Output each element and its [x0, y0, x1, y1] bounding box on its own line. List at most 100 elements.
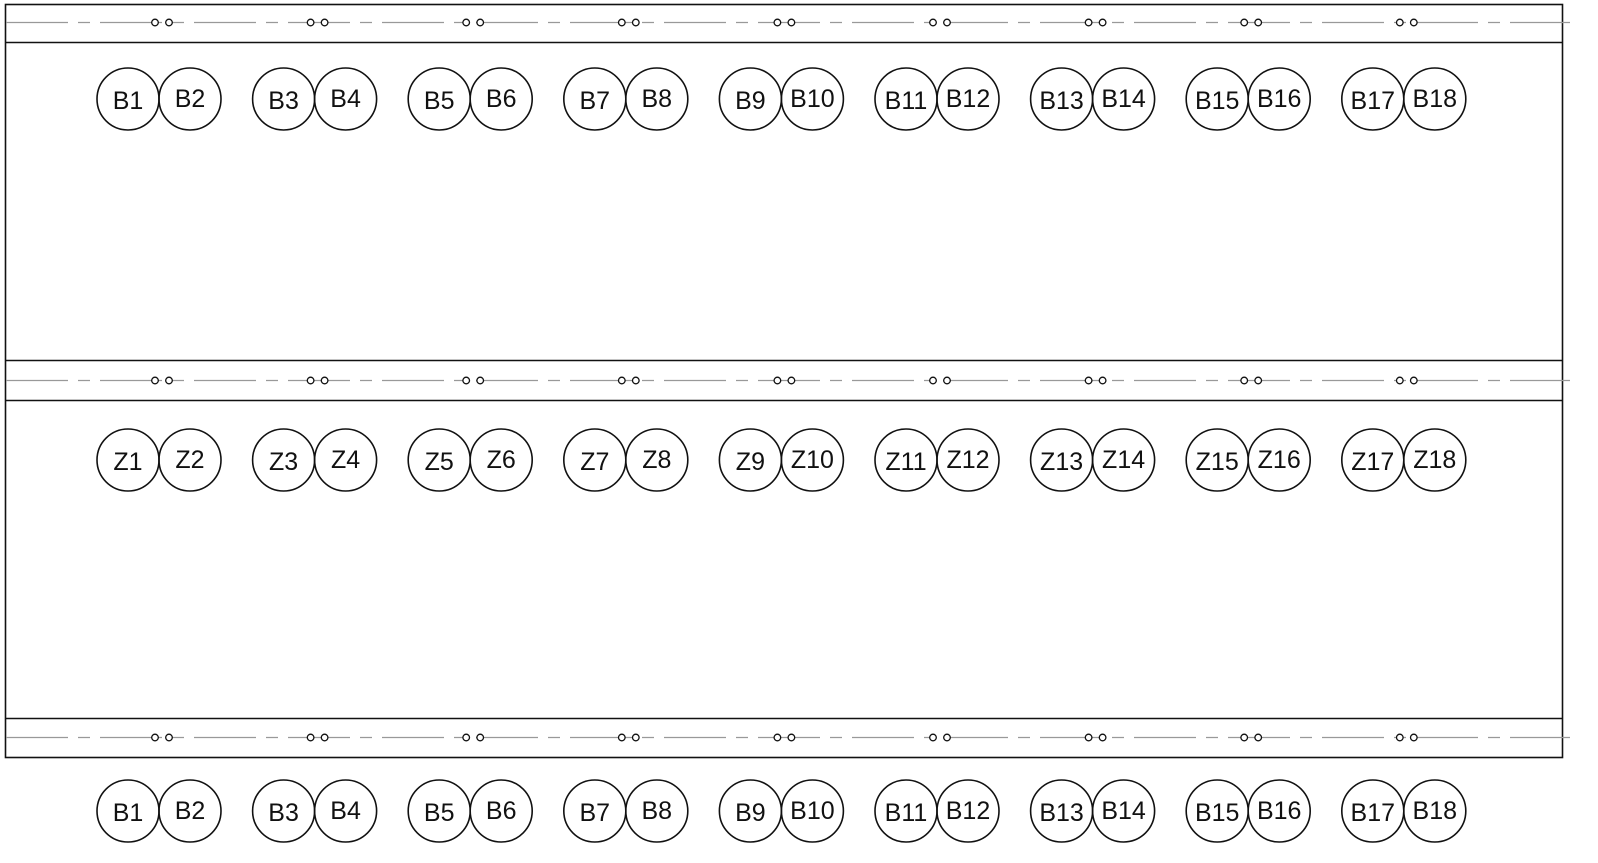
circle-label: B15: [1195, 799, 1239, 827]
circle-label: B8: [642, 85, 673, 113]
hole-marker: [1240, 18, 1249, 27]
circle-label: B3: [268, 799, 299, 827]
circle-label: B17: [1351, 87, 1395, 115]
circle-label: B6: [486, 797, 517, 825]
hole-marker: [1409, 376, 1418, 385]
circle-label: B1: [113, 87, 144, 115]
circle-label: B10: [790, 85, 834, 113]
circle-label: B2: [175, 797, 206, 825]
circle-label: B13: [1039, 87, 1083, 115]
hole-marker: [165, 18, 173, 27]
hole-marker: [1098, 376, 1107, 385]
hole-marker: [929, 376, 937, 385]
hole-marker: [631, 733, 640, 742]
hole-marker: [1254, 733, 1263, 742]
circle-label: Z13: [1040, 448, 1083, 476]
hole-marker: [165, 733, 173, 742]
circle-label: B6: [486, 85, 517, 113]
circle-label: Z4: [331, 446, 360, 474]
hole-marker: [1409, 18, 1418, 27]
circle-label: B5: [424, 87, 455, 115]
circle-label: B14: [1101, 797, 1146, 825]
hole-marker: [151, 18, 159, 27]
circle-label: B9: [735, 87, 766, 115]
circle-label: B10: [790, 797, 834, 825]
hole-marker: [462, 733, 471, 742]
circle-label: B3: [268, 87, 299, 115]
hole-marker: [929, 733, 937, 742]
label-circle: [469, 779, 534, 843]
circle-label: Z3: [269, 448, 298, 476]
circle-label: B11: [885, 87, 928, 115]
label-circle: [469, 67, 534, 131]
circle-label: B4: [330, 797, 361, 825]
hole-marker: [943, 376, 951, 385]
label-circle: [469, 428, 534, 492]
label-circle: [158, 779, 222, 843]
hole-marker: [151, 376, 159, 385]
label-circle: [1091, 779, 1156, 843]
hole-marker: [1395, 376, 1404, 385]
circle-label: Z1: [113, 448, 142, 476]
hole-marker: [617, 733, 626, 742]
label-circle: [780, 428, 845, 492]
hole-marker: [476, 18, 485, 27]
hole-marker: [462, 376, 471, 385]
label-circle: [936, 779, 1000, 843]
label-circle: [1403, 779, 1467, 843]
circle-label: B11: [885, 799, 928, 827]
circle-label: Z9: [736, 448, 765, 476]
circle-label: Z15: [1196, 448, 1239, 476]
label-circle: [624, 779, 689, 843]
hole-marker: [151, 733, 159, 742]
circle-label: B1: [113, 799, 144, 827]
label-circle: [1403, 67, 1467, 131]
label-circle: [780, 779, 845, 843]
circle-label: B16: [1257, 797, 1301, 825]
circle-label: B18: [1413, 797, 1457, 825]
label-circle: [936, 67, 1000, 131]
circle-label: B2: [175, 85, 206, 113]
hole-marker: [320, 733, 329, 742]
circle-label: Z11: [885, 448, 926, 476]
label-circle: [313, 67, 378, 131]
hole-marker: [631, 376, 640, 385]
hole-marker: [1409, 733, 1418, 742]
circle-label: Z10: [791, 446, 834, 474]
label-circle: [624, 67, 689, 131]
hole-marker: [1254, 376, 1263, 385]
hole-marker: [320, 18, 329, 27]
circle-label: Z14: [1102, 446, 1145, 474]
label-circle: [1091, 428, 1156, 492]
circle-label: B9: [735, 799, 766, 827]
hole-marker: [1098, 18, 1107, 27]
circle-label: B7: [580, 799, 611, 827]
hole-marker: [306, 733, 315, 742]
label-circle: [780, 67, 845, 131]
circle-label: Z12: [946, 446, 989, 474]
hole-marker: [943, 18, 951, 27]
label-circle: [1247, 779, 1311, 843]
circle-label: Z18: [1413, 446, 1456, 474]
hole-marker: [631, 18, 640, 27]
circle-label: Z7: [580, 448, 609, 476]
circle-label: B12: [946, 797, 990, 825]
label-circle: [1247, 67, 1311, 131]
circle-label: B16: [1257, 85, 1301, 113]
hole-marker: [1098, 733, 1107, 742]
hole-marker: [1084, 376, 1093, 385]
hole-marker: [476, 376, 485, 385]
label-circle: [936, 428, 1000, 492]
hole-marker: [1254, 18, 1263, 27]
hole-marker: [1084, 18, 1093, 27]
hole-marker: [165, 376, 173, 385]
label-circle: [313, 428, 378, 492]
hole-marker: [787, 376, 796, 385]
label-circle: [1403, 428, 1467, 492]
circle-label: Z6: [487, 446, 516, 474]
circle-label: B18: [1413, 85, 1457, 113]
hole-marker: [1084, 733, 1093, 742]
hole-marker: [787, 18, 796, 27]
label-circle: [624, 428, 689, 492]
